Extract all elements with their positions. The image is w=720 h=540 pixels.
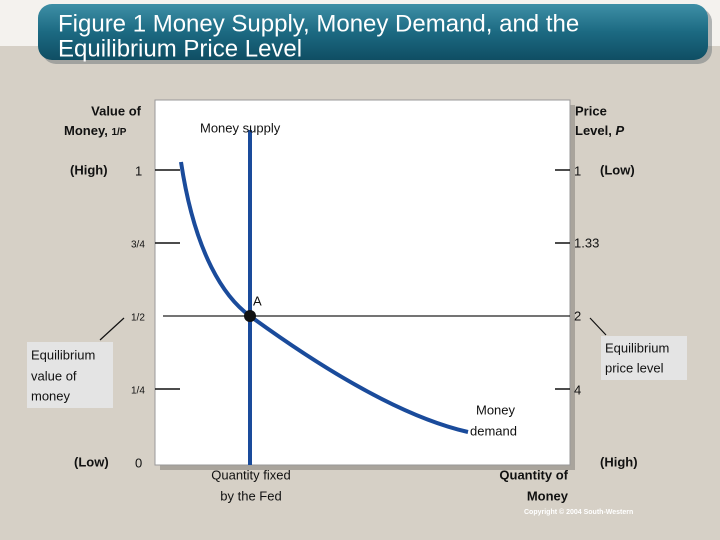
axis-label: Price xyxy=(575,103,607,118)
callout-pointer xyxy=(99,317,125,341)
axis-label: Level, P xyxy=(575,123,624,138)
axis-label: Money, 1/P xyxy=(64,123,127,138)
left-tick-label: 3/4 xyxy=(131,240,145,251)
title-line: Equilibrium Price Level xyxy=(58,35,302,62)
left-tick-label: 1/2 xyxy=(131,313,145,324)
callout-text: money xyxy=(31,388,71,403)
high-label: (High) xyxy=(600,454,638,469)
equilibrium-point xyxy=(244,310,256,322)
axis-label-part: P xyxy=(615,123,624,138)
low-label: (Low) xyxy=(74,454,109,469)
money-demand-label: demand xyxy=(470,423,517,438)
callout-text: Equilibrium xyxy=(605,340,669,355)
axis-label-part: Money, xyxy=(64,123,108,138)
title-line: Figure 1 Money Supply, Money Demand, and… xyxy=(58,10,579,37)
low-label: (Low) xyxy=(600,162,635,177)
callout-box xyxy=(27,342,113,408)
callout-box xyxy=(601,336,687,380)
ticks xyxy=(155,169,570,390)
money-demand-label: Money xyxy=(476,402,516,417)
axis-label-part: Level, xyxy=(575,123,612,138)
right-tick-label: 2 xyxy=(574,308,581,323)
plot-panel xyxy=(154,99,571,466)
left-tick-label: 1 xyxy=(135,163,142,178)
axis-label: Value of xyxy=(91,103,142,118)
left-tick-label: 1/4 xyxy=(131,386,145,397)
right-tick-label: 4 xyxy=(574,382,581,397)
copyright: Copyright © 2004 South-Western xyxy=(524,508,633,516)
callout-text: price level xyxy=(605,360,664,375)
left-tick-label: 0 xyxy=(135,455,142,470)
callout-pointer xyxy=(589,317,607,336)
right-tick-label: 1 xyxy=(574,163,581,178)
title-bar xyxy=(38,4,708,60)
x-axis-label: Quantity of xyxy=(499,467,568,482)
callout-text: value of xyxy=(31,368,77,383)
right-tick-label: 1.33 xyxy=(574,235,599,250)
point-label: A xyxy=(253,293,262,308)
axis-label-part: 1/P xyxy=(111,127,126,138)
money-supply-label: Money supply xyxy=(200,120,281,135)
quantity-fixed-label: Quantity fixed xyxy=(211,467,291,482)
high-label: (High) xyxy=(70,162,108,177)
x-axis-label: Money xyxy=(527,488,569,503)
callout-text: Equilibrium xyxy=(31,347,95,362)
quantity-fixed-label: by the Fed xyxy=(220,488,281,503)
